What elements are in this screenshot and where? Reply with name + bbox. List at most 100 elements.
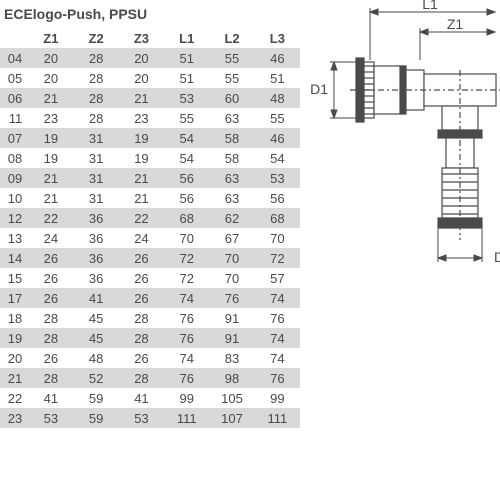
table-row: 21285228769876 [0,368,300,388]
row-id: 04 [0,48,28,68]
cell: 70 [164,228,209,248]
cell: 28 [28,368,73,388]
row-id: 23 [0,408,28,428]
cell: 41 [119,388,164,408]
row-id: 11 [0,108,28,128]
cell: 45 [73,328,118,348]
table-row: 10213121566356 [0,188,300,208]
cell: 48 [255,88,300,108]
cell: 20 [119,68,164,88]
col-header: Z1 [28,28,73,48]
cell: 31 [73,168,118,188]
col-header: L1 [164,28,209,48]
row-id: 09 [0,168,28,188]
table-row: 09213121566353 [0,168,300,188]
cell: 21 [28,188,73,208]
cell: 76 [255,368,300,388]
cell: 55 [164,108,209,128]
cell: 63 [209,168,254,188]
row-id: 06 [0,88,28,108]
cell: 28 [73,48,118,68]
cell: 22 [119,208,164,228]
cell: 54 [164,148,209,168]
col-header: Z3 [119,28,164,48]
cell: 21 [119,88,164,108]
cell: 63 [209,108,254,128]
table-row: 19284528769174 [0,328,300,348]
cell: 59 [73,388,118,408]
table-row: 11232823556355 [0,108,300,128]
cell: 99 [255,388,300,408]
cell: 23 [28,108,73,128]
cell: 26 [119,248,164,268]
dim-label-d1: D1 [310,81,328,97]
cell: 76 [164,328,209,348]
cell: 74 [164,348,209,368]
cell: 74 [255,348,300,368]
row-id: 15 [0,268,28,288]
cell: 91 [209,328,254,348]
cell: 111 [255,408,300,428]
cell: 21 [119,188,164,208]
cell: 20 [28,48,73,68]
cell: 72 [164,248,209,268]
row-id: 22 [0,388,28,408]
cell: 59 [73,408,118,428]
cell: 111 [164,408,209,428]
cell: 28 [28,308,73,328]
cell: 23 [119,108,164,128]
row-id: 14 [0,248,28,268]
cell: 70 [209,268,254,288]
row-id: 20 [0,348,28,368]
cell: 19 [28,128,73,148]
dim-label-z1: Z1 [447,16,464,32]
table-row: 18284528769176 [0,308,300,328]
cell: 67 [209,228,254,248]
cell: 19 [119,148,164,168]
cell: 74 [255,328,300,348]
cell: 26 [28,348,73,368]
cell: 72 [164,268,209,288]
cell: 74 [255,288,300,308]
cell: 53 [164,88,209,108]
cell: 76 [209,288,254,308]
cell: 55 [209,48,254,68]
cell: 26 [28,288,73,308]
cell: 48 [73,348,118,368]
row-id: 08 [0,148,28,168]
cell: 19 [119,128,164,148]
table-row: 05202820515551 [0,68,300,88]
cell: 46 [255,128,300,148]
table-row: 15263626727057 [0,268,300,288]
cell: 53 [119,408,164,428]
table-row: 17264126747674 [0,288,300,308]
cell: 58 [209,128,254,148]
cell: 68 [164,208,209,228]
technical-drawing: L1 Z1 [300,0,500,300]
cell: 24 [119,228,164,248]
cell: 28 [28,328,73,348]
cell: 52 [73,368,118,388]
table-row: 06212821536048 [0,88,300,108]
table-row: 14263626727072 [0,248,300,268]
cell: 74 [164,288,209,308]
page-title: ECElogo-Push, PPSU [4,6,147,22]
cell: 55 [209,68,254,88]
table-row: 23535953111107111 [0,408,300,428]
cell: 28 [73,108,118,128]
cell: 20 [119,48,164,68]
dim-label-l1: L1 [422,0,438,12]
cell: 36 [73,208,118,228]
table-row: 07193119545846 [0,128,300,148]
row-id: 21 [0,368,28,388]
cell: 51 [164,68,209,88]
cell: 99 [164,388,209,408]
cell: 55 [255,108,300,128]
cell: 28 [73,68,118,88]
cell: 68 [255,208,300,228]
cell: 76 [255,308,300,328]
row-id: 17 [0,288,28,308]
row-id: 05 [0,68,28,88]
cell: 36 [73,228,118,248]
cell: 31 [73,148,118,168]
